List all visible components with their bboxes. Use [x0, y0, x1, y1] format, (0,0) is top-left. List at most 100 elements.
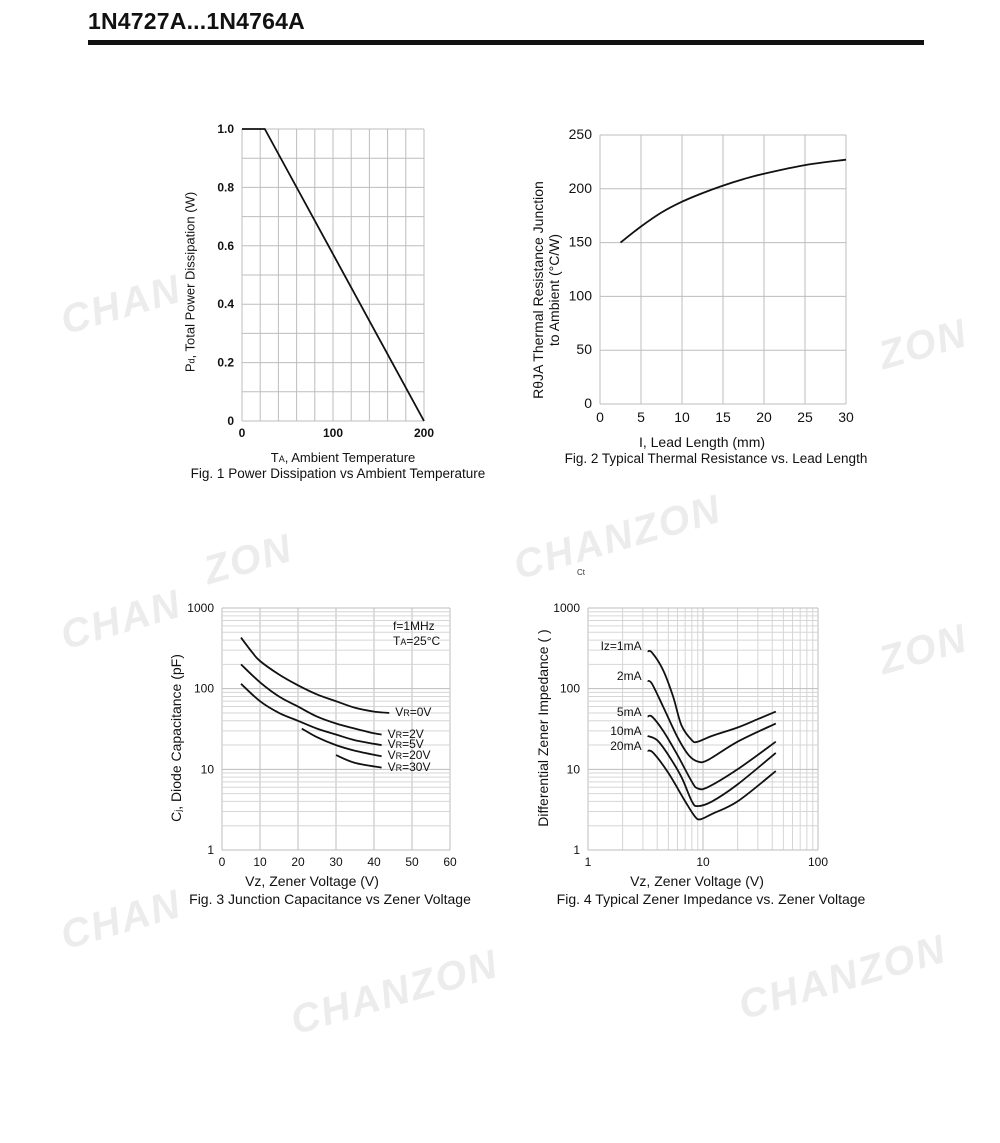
fig3-xtick-label: 0 — [219, 855, 226, 869]
fig4-series-line-2ma — [647, 679, 777, 764]
fig2-ylabel: RθJA Thermal Resistance Junction to Ambie… — [530, 181, 562, 399]
fig4-series-label: 10mA — [610, 724, 641, 738]
fig1-xlabel-main: T — [270, 450, 279, 465]
fig3-xtick-label: 10 — [253, 855, 267, 869]
fig3-ylabel-main: C — [168, 811, 184, 822]
series-label-part: =0V — [409, 704, 432, 719]
fig4-series-label: 2mA — [617, 669, 642, 683]
fig4-series-label: Iz=1mA — [601, 639, 642, 653]
fig3-series-line-vr-0v — [240, 637, 390, 714]
fig3-annotation-temp-sub: A — [400, 637, 407, 647]
fig1-ytick-label: 0.2 — [217, 356, 234, 370]
fig4-xtick-label: 1 — [585, 855, 592, 869]
fig2-ylabel-line2: to Ambient (°C/W) — [546, 233, 562, 347]
fig4-caption: Fig. 4 Typical Zener Impedance vs. Zener… — [556, 891, 866, 907]
fig3-series-line-vr-30v — [335, 754, 382, 769]
series-label-part: V — [387, 737, 396, 752]
series-label-part: V — [395, 704, 404, 719]
fig2-series-line-0 — [619, 158, 847, 244]
fig4-series-label: 20mA — [610, 739, 641, 753]
fig3-xtick-label: 60 — [443, 855, 457, 869]
fig3-series-line-vr-5v — [240, 683, 382, 746]
fig1-ylabel-sub: d — [186, 358, 197, 364]
fig2-ytick-label: 0 — [584, 395, 592, 411]
series-label-part: V — [387, 759, 396, 774]
fig3-annotation-frequency: f=1MHz — [393, 619, 435, 633]
fig4-series-line-10ma — [647, 735, 777, 808]
fig3-annotation-temp-main: T — [393, 634, 401, 648]
fig2-xtick-label: 25 — [797, 409, 813, 425]
fig2-ytick-label: 100 — [569, 287, 593, 303]
fig1-xtick-label: 0 — [239, 426, 246, 440]
fig3-annotation-temperature: TA=25°C — [393, 634, 440, 648]
fig1-xtick-label: 200 — [414, 426, 434, 440]
fig2-xtick-label: 10 — [674, 409, 690, 425]
header-divider — [88, 40, 924, 45]
fig2-xtick-label: 20 — [756, 409, 772, 425]
fig4-series-line-5ma — [647, 714, 777, 791]
fig1-ylabel: Pd, Total Power Dissipation (W) — [183, 192, 200, 372]
fig4-ylabel: Differential Zener Impedance ( ) — [535, 629, 551, 827]
fig3-xlabel: Vz, Zener Voltage (V) — [245, 873, 379, 889]
fig3-xtick-label: 50 — [405, 855, 419, 869]
fig3-ytick-label: 1 — [207, 843, 214, 857]
fig3-series-label: VR=30V — [388, 760, 431, 774]
series-label-part: 2mA — [616, 668, 642, 683]
series-label-part: R — [395, 740, 403, 751]
fig3-series-label: VR=20V — [388, 748, 431, 762]
fig3-ytick-label: 100 — [194, 682, 214, 696]
fig1-ylabel-rest: , Total Power Dissipation (W) — [182, 191, 198, 359]
artifact-text: Ct — [577, 568, 585, 577]
fig3-series-label: VR=2V — [388, 727, 424, 741]
fig2-xtick-label: 0 — [596, 409, 604, 425]
fig4-xtick-label: 10 — [696, 855, 710, 869]
fig3-xtick-label: 30 — [329, 855, 343, 869]
fig2-xtick-label: 5 — [637, 409, 645, 425]
fig3-xtick-label: 20 — [291, 855, 305, 869]
fig1-xlabel-sub: A — [278, 454, 285, 464]
fig1-xlabel: TA, Ambient Temperature — [271, 450, 416, 465]
fig1-caption: Fig. 1 Power Dissipation vs Ambient Temp… — [190, 466, 486, 481]
fig1-ytick-label: 1.0 — [217, 122, 234, 136]
fig3-series-label: VR=0V — [395, 705, 431, 719]
series-label-part: V — [387, 748, 396, 763]
fig4-xlabel: Vz, Zener Voltage (V) — [630, 873, 764, 889]
fig4-series-line-iz-1ma — [647, 650, 777, 744]
fig3-annotation-temp-rest: =25°C — [406, 634, 441, 648]
fig1-xlabel-rest: , Ambient Temperature — [284, 450, 416, 465]
series-label-part: R — [403, 707, 410, 718]
fig3-caption: Fig. 3 Junction Capacitance vs Zener Vol… — [189, 891, 471, 907]
fig1-ytick-label: 0 — [227, 414, 234, 428]
fig3-series-label: VR=5V — [388, 737, 424, 751]
fig3-series-line-vr-20v — [301, 727, 382, 758]
fig2-ytick-label: 50 — [576, 341, 592, 357]
fig1-ylabel-main: P — [182, 363, 198, 373]
fig1-ytick-label: 0.8 — [217, 180, 234, 194]
series-label-part: 5mA — [616, 704, 642, 719]
series-label-part: R — [395, 762, 403, 773]
fig3-ylabel: Cj, Diode Capacitance (pF) — [168, 654, 186, 822]
fig3-xtick-label: 40 — [367, 855, 381, 869]
fig4-ytick-label: 1000 — [553, 601, 580, 615]
fig2-ytick-label: 200 — [569, 180, 593, 196]
fig4-ytick-label: 10 — [567, 762, 581, 776]
fig1-ytick-label: 0.6 — [217, 239, 234, 253]
series-label-part: 10mA — [610, 723, 642, 738]
fig2-xtick-label: 15 — [715, 409, 731, 425]
fig4-series-label: 5mA — [617, 705, 642, 719]
fig2-ytick-label: 150 — [569, 234, 593, 250]
fig3-series-line-vr-2v — [240, 663, 382, 736]
fig2-ytick-label: 250 — [569, 126, 593, 142]
fig2-ylabel-line1: RθJA Thermal Resistance Junction — [530, 181, 546, 399]
series-label-part: Iz=1mA — [600, 639, 642, 654]
fig4-xtick-label: 100 — [808, 855, 828, 869]
fig1-xtick-label: 100 — [323, 426, 343, 440]
page-title: 1N4727A...1N4764A — [88, 8, 305, 34]
series-label-part: =20V — [402, 748, 431, 763]
fig2-xlabel: I, Lead Length (mm) — [638, 434, 766, 450]
series-label-part: =2V — [402, 726, 424, 741]
fig1-series-line-0 — [242, 128, 425, 422]
series-label-part: =30V — [402, 759, 431, 774]
fig3-ylabel-sub: j — [173, 809, 183, 812]
